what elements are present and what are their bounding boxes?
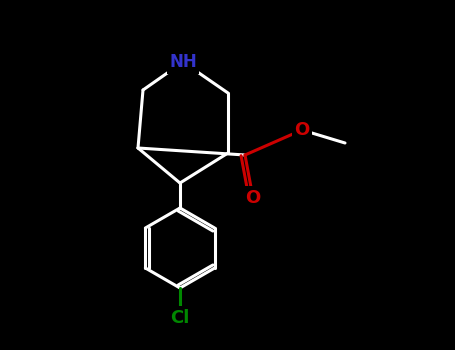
Text: O: O: [245, 189, 261, 207]
Text: NH: NH: [169, 53, 197, 71]
Text: O: O: [294, 121, 309, 139]
Text: Cl: Cl: [170, 309, 190, 327]
